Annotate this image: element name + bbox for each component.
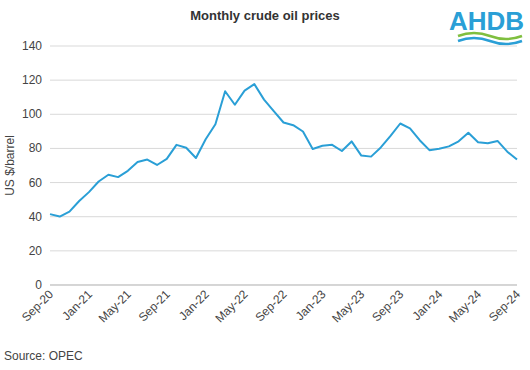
price-line xyxy=(50,84,517,216)
x-tick-label: Jan-23 xyxy=(293,287,329,323)
y-tick-label: 140 xyxy=(22,39,42,53)
y-tick-label: 60 xyxy=(29,176,43,190)
y-tick-label: 80 xyxy=(29,141,43,155)
x-tick-label: May-24 xyxy=(446,287,484,325)
grid-line xyxy=(50,250,517,251)
x-tick-label: Sep-20 xyxy=(19,287,56,324)
plot-area xyxy=(50,84,517,216)
grid-line xyxy=(50,80,517,81)
grid-line xyxy=(50,148,517,149)
y-tick-label: 100 xyxy=(22,107,42,121)
x-tick-label: Sep-21 xyxy=(136,287,173,324)
background xyxy=(0,0,530,370)
y-axis-label: US $/barrel xyxy=(3,135,17,196)
x-tick-label: May-21 xyxy=(96,287,134,325)
y-tick-label: 120 xyxy=(22,73,42,87)
grid-line xyxy=(50,46,517,47)
y-tick-label: 40 xyxy=(29,210,43,224)
grid-line xyxy=(50,285,517,286)
x-tick-label: Sep-23 xyxy=(369,287,406,324)
source: Source: OPEC xyxy=(4,349,83,363)
grid-line xyxy=(50,216,517,217)
x-tick-label: May-22 xyxy=(213,287,251,325)
x-tick-label: May-23 xyxy=(329,287,367,325)
logo: AHDB xyxy=(449,6,524,36)
title: Monthly crude oil prices xyxy=(190,8,340,23)
x-tick-label: Jan-24 xyxy=(409,287,445,323)
chart: Monthly crude oil prices AHDB 0 20 40 60 80 100… xyxy=(0,0,530,370)
x-tick-label: Sep-24 xyxy=(486,287,523,324)
logo-wave xyxy=(458,38,522,44)
x-tick-label: Jan-22 xyxy=(176,287,212,323)
x-tick-label: Sep-22 xyxy=(252,287,289,324)
y-tick-label: 0 xyxy=(35,278,42,292)
x-tick-label: Jan-21 xyxy=(59,287,95,323)
x-axis xyxy=(50,285,517,286)
grid-line xyxy=(50,114,517,115)
y-tick-label: 20 xyxy=(29,244,43,258)
grid-line xyxy=(50,182,517,183)
